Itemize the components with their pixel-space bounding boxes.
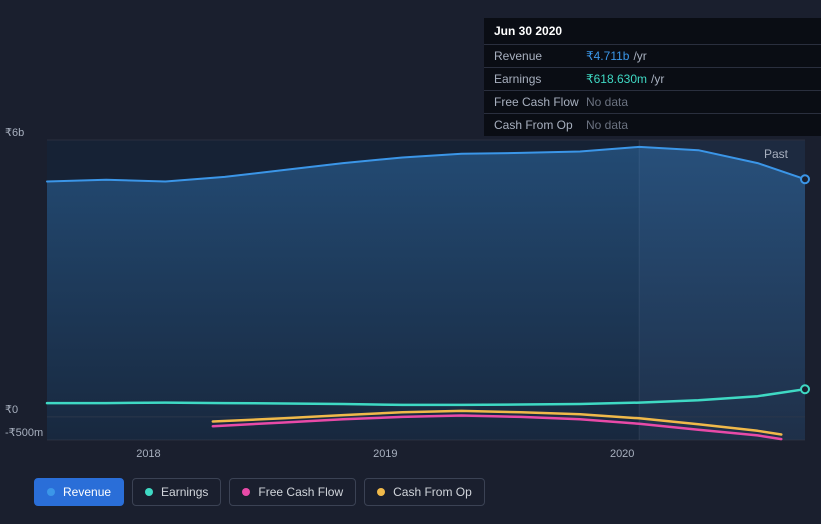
tooltip-row-value: ₹4.711b: [586, 49, 629, 63]
y-axis-label: ₹0: [5, 403, 18, 416]
legend-dot-icon: [145, 488, 153, 496]
tooltip-date: Jun 30 2020: [484, 18, 821, 44]
legend-item-label: Earnings: [161, 485, 208, 499]
legend-dot-icon: [242, 488, 250, 496]
legend-item-fcf[interactable]: Free Cash Flow: [229, 478, 356, 506]
tooltip-row-label: Earnings: [494, 72, 586, 86]
tooltip-row-suffix: /yr: [633, 49, 646, 63]
legend-item-label: Revenue: [63, 485, 111, 499]
tooltip-row-value: No data: [586, 118, 628, 132]
x-axis-label: 2020: [610, 448, 634, 460]
past-label: Past: [764, 147, 788, 161]
legend-item-label: Free Cash Flow: [258, 485, 343, 499]
x-axis-label: 2018: [136, 448, 160, 460]
y-axis-label: ₹6b: [5, 126, 24, 139]
tooltip-row: Cash From OpNo data: [484, 113, 821, 136]
tooltip-row-value: ₹618.630m: [586, 72, 647, 86]
tooltip-row-label: Free Cash Flow: [494, 95, 586, 109]
tooltip-row-suffix: /yr: [651, 72, 664, 86]
tooltip-row: Revenue₹4.711b/yr: [484, 44, 821, 67]
tooltip-row: Free Cash FlowNo data: [484, 90, 821, 113]
legend-item-cfo[interactable]: Cash From Op: [364, 478, 485, 506]
x-axis-label: 2019: [373, 448, 397, 460]
chart-svg: [47, 140, 805, 440]
financial-chart: Jun 30 2020 Revenue₹4.711b/yrEarnings₹61…: [17, 0, 805, 524]
legend-dot-icon: [47, 488, 55, 496]
legend-dot-icon: [377, 488, 385, 496]
chart-tooltip: Jun 30 2020 Revenue₹4.711b/yrEarnings₹61…: [484, 18, 821, 136]
legend-item-label: Cash From Op: [393, 485, 472, 499]
tooltip-row-label: Revenue: [494, 49, 586, 63]
chart-legend: Revenue Earnings Free Cash Flow Cash From O…: [34, 478, 485, 506]
tooltip-row-label: Cash From Op: [494, 118, 586, 132]
tooltip-row: Earnings₹618.630m/yr: [484, 67, 821, 90]
legend-item-earnings[interactable]: Earnings: [132, 478, 221, 506]
tooltip-rows: Revenue₹4.711b/yrEarnings₹618.630m/yrFre…: [484, 44, 821, 136]
y-axis-label: -₹500m: [5, 426, 43, 439]
tooltip-row-value: No data: [586, 95, 628, 109]
plot-area[interactable]: [47, 140, 805, 440]
legend-item-revenue[interactable]: Revenue: [34, 478, 124, 506]
